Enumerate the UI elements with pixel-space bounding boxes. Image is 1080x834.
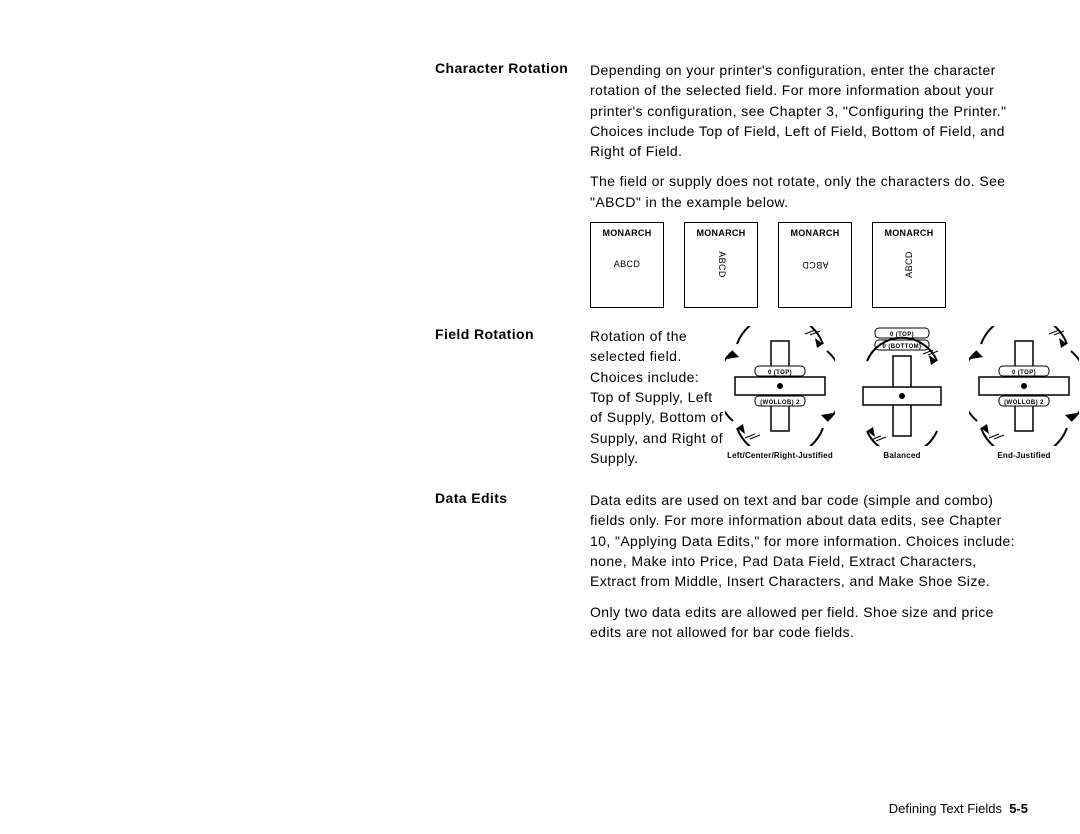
svg-text:0 (TOP): 0 (TOP) [1012, 370, 1036, 376]
svg-text:0 (BOTTOM): 0 (BOTTOM) [883, 344, 922, 350]
rotation-figure-lcr: 0 (TOP) (WOLLOB) 2 Left/Center/Right-Jus… [725, 326, 835, 462]
data-edits-p2: Only two data edits are allowed per fiel… [590, 602, 1020, 643]
char-rotation-p1: Depending on your printer's configuratio… [590, 60, 1020, 161]
char-rotation-examples: MONARCH ABCD MONARCH ABCD MONARCH ABCD M… [590, 222, 1020, 308]
example-box-270: MONARCH ABCD [872, 222, 946, 308]
term-field-rotation: Field Rotation [50, 326, 590, 342]
term-character-rotation: Character Rotation [50, 60, 590, 314]
field-rotation-desc: Rotation of the selected field. Choices … [590, 326, 725, 468]
field-rotation-figures: 0 (TOP) (WOLLOB) 2 Left/Center/Right-Jus… [725, 326, 1079, 462]
term-data-edits: Data Edits [50, 490, 590, 652]
svg-text:(WOLLOB) 2: (WOLLOB) 2 [760, 400, 800, 406]
rotation-figure-balanced: 0 (TOP) 0 (BOTTOM) [857, 326, 947, 462]
svg-text:(WOLLOB) 2: (WOLLOB) 2 [1004, 400, 1044, 406]
data-edits-p1: Data edits are used on text and bar code… [590, 490, 1020, 591]
svg-text:0 (TOP): 0 (TOP) [768, 370, 792, 376]
example-box-0: MONARCH ABCD [590, 222, 664, 308]
char-rotation-p2: The field or supply does not rotate, onl… [590, 171, 1020, 212]
example-box-90: MONARCH ABCD [684, 222, 758, 308]
rotation-figure-end: 0 (TOP) (WOLLOB) 2 End-Justified [969, 326, 1079, 462]
example-box-180: MONARCH ABCD [778, 222, 852, 308]
page-footer: Defining Text Fields 5-5 [889, 801, 1028, 816]
